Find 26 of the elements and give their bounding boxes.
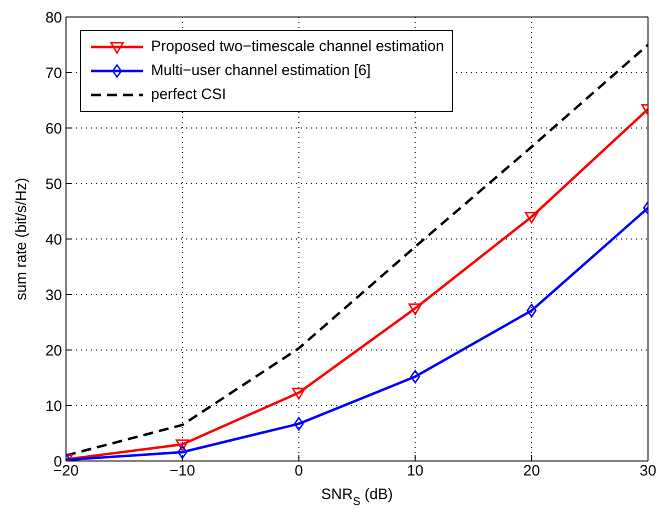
x-axis-title: SNR$_{S}$ (dB) xyxy=(321,486,393,508)
x-tick-label: 30 xyxy=(640,462,656,480)
point xyxy=(176,439,190,452)
x-tick-label: 10 xyxy=(406,462,424,480)
y-tick-label: 20 xyxy=(45,342,62,360)
y-tick-label: 60 xyxy=(45,120,62,138)
legend-label: Proposed two−timescale channel estimation xyxy=(151,37,444,57)
y-tick-label: 30 xyxy=(45,286,62,304)
y-tick-label: 50 xyxy=(45,176,62,193)
x-tick-label: −10 xyxy=(170,462,196,480)
x-tick-label: 20 xyxy=(523,462,540,480)
y-tick-label: 80 xyxy=(45,9,62,26)
point xyxy=(177,445,188,459)
point xyxy=(294,417,304,431)
y-tick-label: 10 xyxy=(45,398,62,415)
y-tick-label: 70 xyxy=(45,64,62,82)
point xyxy=(408,303,422,316)
legend-label: Multi−user channel estimation [6] xyxy=(151,61,371,81)
point xyxy=(292,388,306,400)
point xyxy=(410,370,420,384)
y-tick-label: 40 xyxy=(45,231,62,248)
legend-label: perfect CSI xyxy=(151,85,226,105)
point xyxy=(524,212,538,224)
point xyxy=(526,304,537,318)
y-axis-title: sum rate (bit/s/Hz) xyxy=(12,178,30,300)
x-tick-label: 0 xyxy=(294,462,303,480)
